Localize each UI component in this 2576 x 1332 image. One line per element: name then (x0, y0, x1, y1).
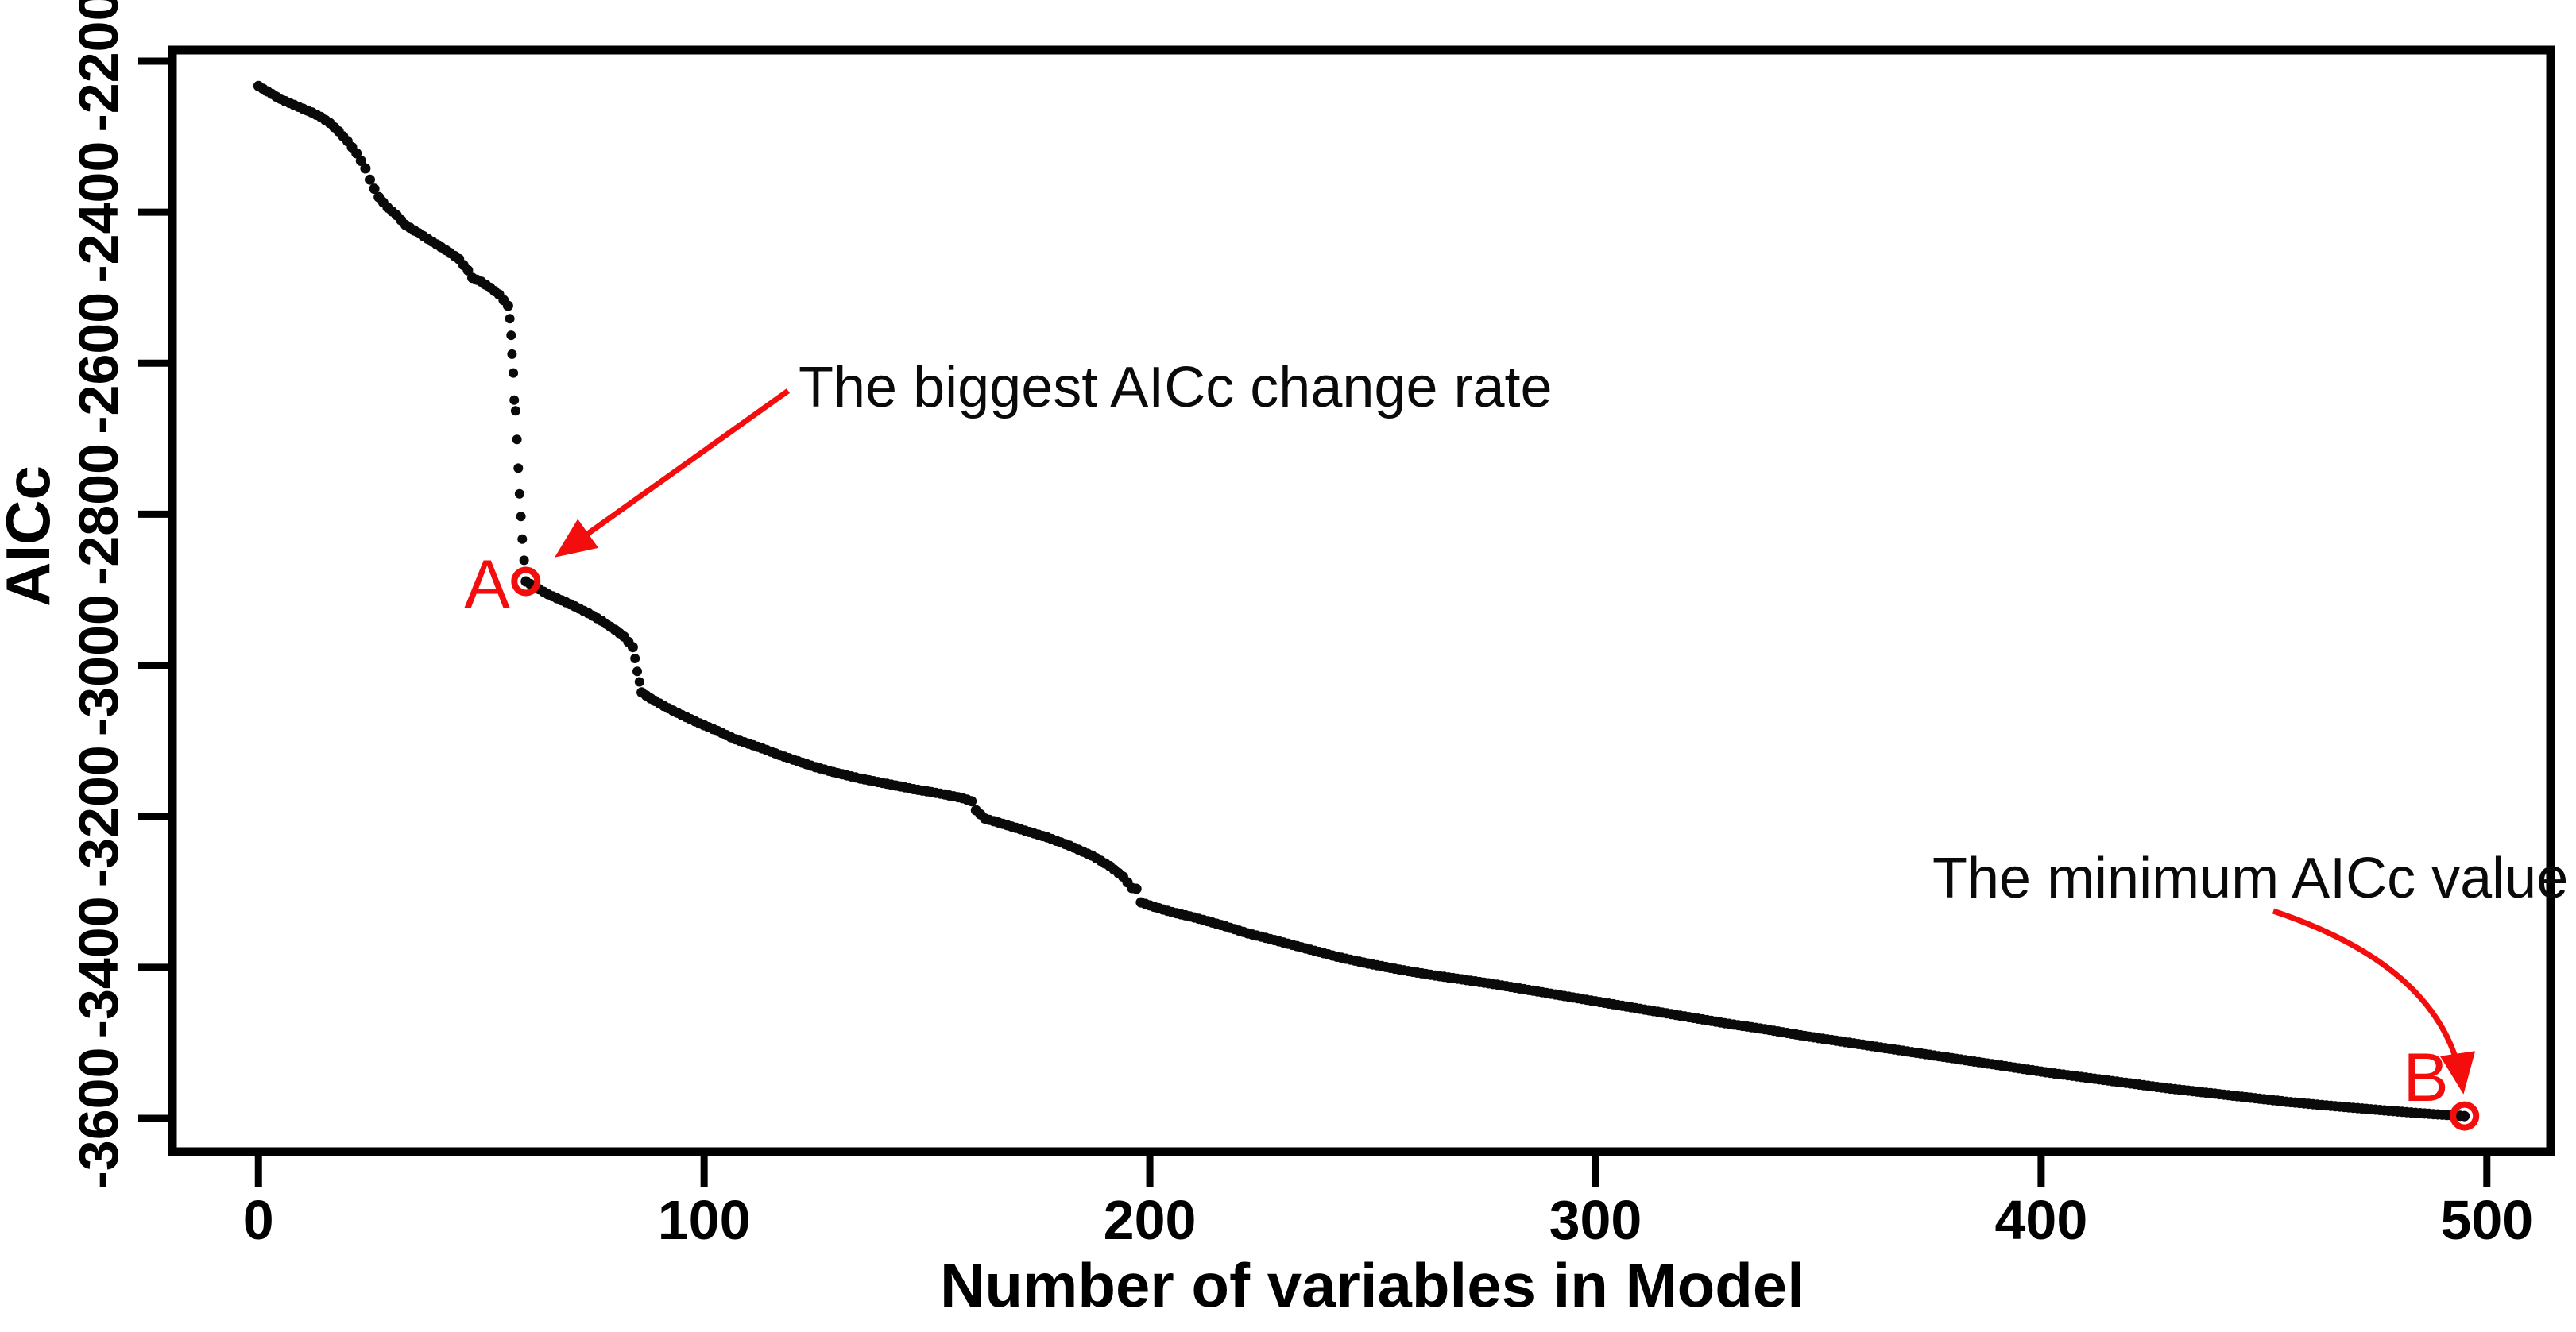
x-axis-title: Number of variables in Model (940, 1250, 1804, 1320)
x-tick-label: 400 (1994, 1189, 2087, 1251)
annotation-text-b: The minimum AICc value (1932, 847, 2568, 910)
arrow-to-point-a (555, 388, 791, 558)
data-dot-jump (512, 434, 522, 445)
x-tick-label: 100 (658, 1189, 751, 1251)
data-dot-jump (513, 463, 524, 473)
data-dot-jump (517, 534, 528, 544)
data-dot-jump (519, 555, 529, 566)
data-dot (351, 148, 362, 159)
annotation-letter-a: A (464, 546, 510, 623)
annotation-text-a: The biggest AICc change rate (799, 356, 1553, 419)
plot-frame (168, 45, 2555, 1156)
data-dot (369, 183, 380, 195)
data-dot (966, 796, 977, 807)
x-axis-tick-labels: 0 100 200 300 400 500 (243, 1189, 2533, 1251)
data-dot-jump (632, 666, 642, 677)
data-dot (462, 264, 474, 276)
x-tick-label: 500 (2440, 1189, 2533, 1251)
data-dot-jump (514, 488, 524, 499)
data-dot-jump (510, 406, 520, 416)
y-tick-label: -3600 (68, 1047, 130, 1189)
data-dot (1131, 883, 1142, 894)
data-dot-jump (509, 368, 519, 378)
y-tick-label: -2800 (68, 443, 130, 585)
highlight-ring-a (511, 566, 541, 597)
y-axis-title: AICc (0, 465, 63, 607)
data-dot-jump (507, 349, 517, 359)
y-tick-label: -3400 (68, 896, 130, 1038)
x-tick-label: 300 (1549, 1189, 1642, 1251)
data-dot-jump (630, 654, 640, 663)
data-dot-jump (634, 677, 644, 687)
highlight-ring-b (2450, 1101, 2480, 1131)
arrow-to-point-b (2272, 908, 2476, 1095)
y-tick-label: -3000 (68, 594, 130, 736)
data-dot (360, 163, 371, 174)
data-dot (2459, 1110, 2470, 1122)
y-tick-label: -2200 (68, 0, 130, 132)
data-dot-jump (506, 330, 516, 341)
annotation-letter-b: B (2403, 1040, 2448, 1116)
data-dot-jump (516, 512, 526, 522)
data-dot-jump (505, 314, 515, 324)
data-dot (502, 300, 513, 311)
data-dot (627, 642, 638, 653)
data-dot-jump (509, 395, 520, 405)
y-tick-label: -3200 (68, 745, 130, 887)
scatter-series-aicc (253, 80, 2470, 1122)
x-tick-label: 0 (243, 1189, 274, 1251)
x-tick-label: 200 (1104, 1189, 1197, 1251)
data-dot (355, 156, 366, 166)
y-tick-label: -2400 (68, 141, 130, 284)
y-axis-tick-labels: -2200 -2400 -2600 -2800 -3000 -3200 -3400 -3600 (68, 0, 130, 1190)
data-dot (365, 174, 375, 185)
y-tick-label: -2600 (68, 292, 130, 434)
y-axis-ticks (138, 57, 168, 1122)
annotation-marker-rings (511, 566, 2480, 1131)
x-axis-ticks (254, 1156, 2491, 1187)
